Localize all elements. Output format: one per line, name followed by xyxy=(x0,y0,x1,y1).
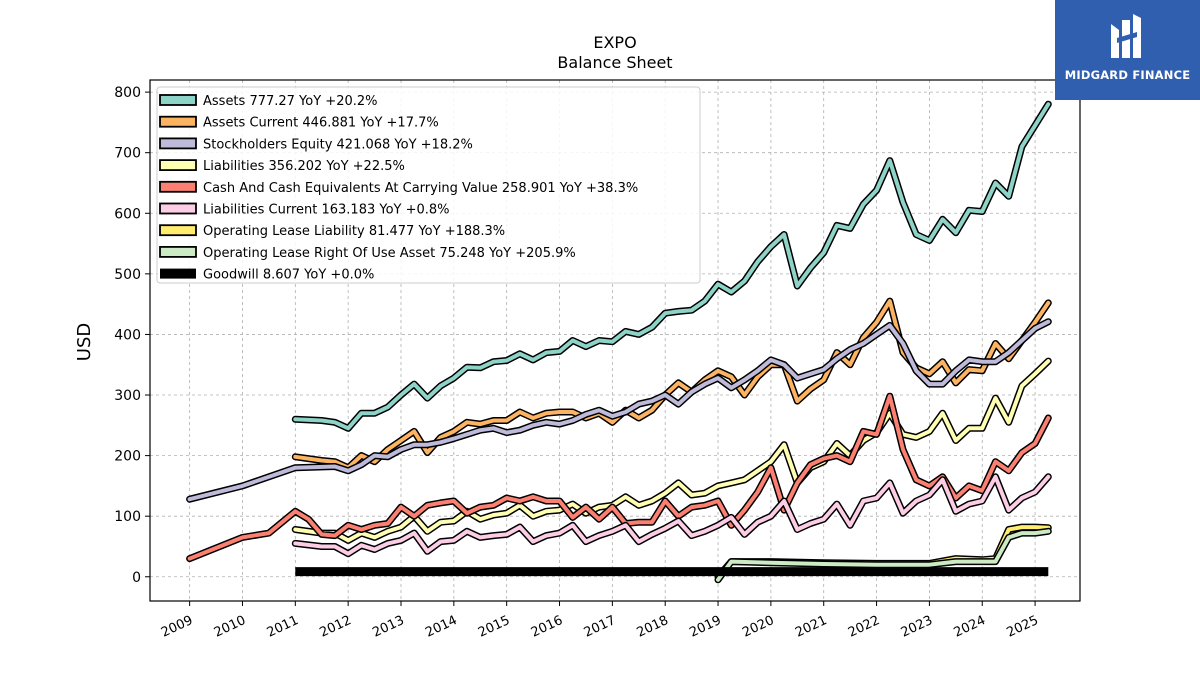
y-axis-label: USD xyxy=(74,323,95,361)
series-line-2 xyxy=(187,319,1051,502)
legend-box xyxy=(156,86,701,284)
x-tick-label: 2025 xyxy=(1004,613,1040,641)
x-tick-label: 2017 xyxy=(582,613,618,641)
y-axis: 0 100 200 300 400 500 600 700 800 xyxy=(114,85,150,586)
y-tick-label: 500 xyxy=(114,267,141,283)
legend-swatch xyxy=(159,159,197,172)
x-axis: 2009 2010 2011 2012 2013 2014 2015 2016 2017 2018… xyxy=(159,601,1041,641)
series-line-3 xyxy=(293,359,1051,543)
x-tick-label: 2022 xyxy=(846,613,882,641)
y-tick-label: 0 xyxy=(132,570,141,586)
x-tick-label: 2019 xyxy=(687,613,723,641)
chart-title: EXPO xyxy=(593,33,636,52)
legend-entry: Liabilities Current 163.183 YoY +0.8% xyxy=(203,203,450,218)
x-tick-label: 2012 xyxy=(318,613,354,641)
legend-swatch xyxy=(159,245,197,258)
y-tick-label: 600 xyxy=(114,206,141,222)
series-line-1 xyxy=(293,299,1051,470)
legend-entry: Cash And Cash Equivalents At Carrying Va… xyxy=(203,181,638,196)
x-tick-label: 2011 xyxy=(265,613,301,641)
series-line-0 xyxy=(293,102,1051,431)
series-layer xyxy=(186,100,1052,584)
y-tick-label: 400 xyxy=(114,327,141,343)
series-line-4 xyxy=(187,394,1051,561)
series-line-5 xyxy=(293,474,1051,556)
series-line-outline xyxy=(186,318,1052,503)
x-tick-label: 2021 xyxy=(793,613,829,641)
x-tick-label: 2016 xyxy=(529,613,565,641)
x-tick-label: 2009 xyxy=(159,613,195,641)
plot-frame xyxy=(149,79,1081,602)
legend-entry: Assets Current 446.881 YoY +17.7% xyxy=(203,116,439,131)
legend-entry: Operating Lease Liability 81.477 YoY +18… xyxy=(203,224,505,239)
logo-text: MIDGARD FINANCE xyxy=(1064,68,1191,82)
midgard-finance-logo: MIDGARD FINANCE xyxy=(1055,0,1200,100)
legend-entry: Assets 777.27 YoY +20.2% xyxy=(203,94,378,109)
legend-swatch xyxy=(159,115,197,128)
x-tick-label: 2018 xyxy=(635,613,671,641)
chart-subtitle: Balance Sheet xyxy=(557,53,672,72)
legend-swatch xyxy=(159,137,197,150)
y-tick-label: 800 xyxy=(114,85,141,101)
y-tick-label: 700 xyxy=(114,146,141,162)
x-tick-label: 2020 xyxy=(740,613,776,641)
midgard-logo-icon xyxy=(1111,14,1141,58)
x-tick-label: 2013 xyxy=(370,613,406,641)
legend-swatch xyxy=(159,180,197,193)
legend-swatch xyxy=(159,224,197,237)
x-tick-label: 2014 xyxy=(423,613,459,641)
legend-entry: Goodwill 8.607 YoY +0.0% xyxy=(203,268,374,283)
x-tick-label: 2010 xyxy=(212,613,248,641)
y-tick-label: 300 xyxy=(114,388,141,404)
x-tick-label: 2023 xyxy=(899,613,935,641)
legend-swatch xyxy=(159,202,197,215)
x-tick-label: 2015 xyxy=(476,613,512,641)
legend-swatch xyxy=(159,94,197,106)
legend-entry: Liabilities 356.202 YoY +22.5% xyxy=(203,159,405,174)
legend-entry: Operating Lease Right Of Use Asset 75.24… xyxy=(203,246,576,261)
x-tick-label: 2024 xyxy=(952,613,988,641)
legend: Assets 777.27 YoY +20.2% Assets Current 4… xyxy=(156,86,701,284)
series-line-7 xyxy=(716,529,1051,582)
legend-swatch xyxy=(160,268,196,279)
y-tick-label: 200 xyxy=(114,449,141,465)
legend-entry: Stockholders Equity 421.068 YoY +18.2% xyxy=(203,137,473,152)
y-tick-label: 100 xyxy=(114,509,141,525)
